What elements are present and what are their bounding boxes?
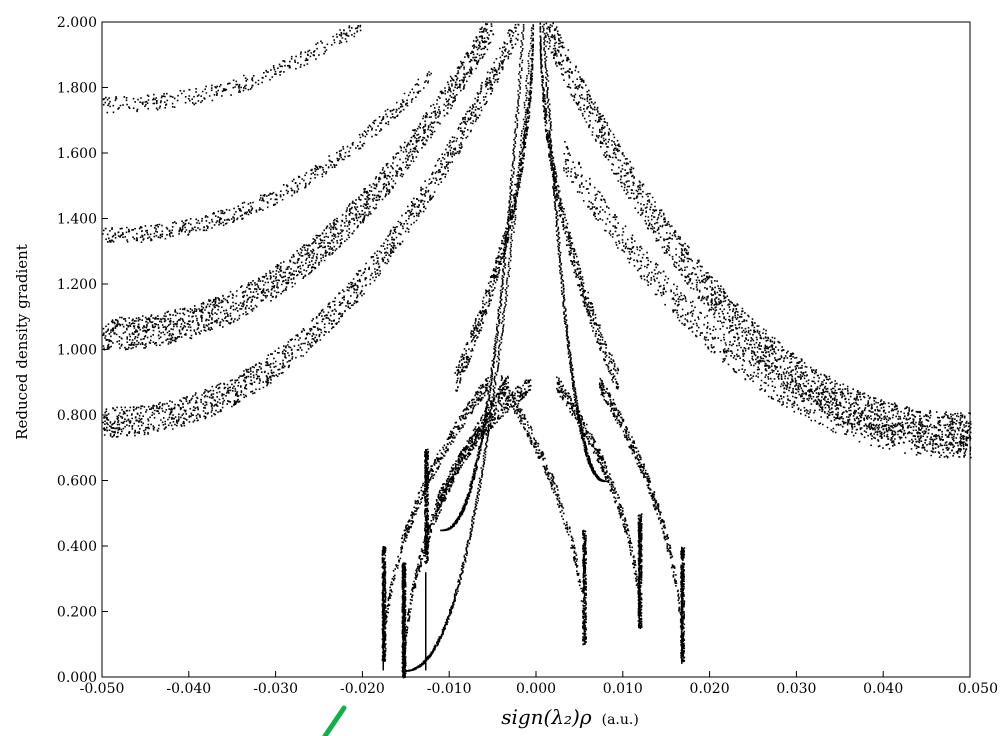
x-axis-label-unit: (a.u.) [602,712,639,728]
y-tick-label: 0.400 [57,539,97,555]
x-tick-label: -0.030 [253,681,298,697]
y-tick-label: 2.000 [57,15,97,31]
x-axis: -0.050 -0.040 -0.030 -0.020 -0.010 0.000 0.010… [80,671,998,697]
plot-frame [101,21,971,678]
x-tick-label: 0.030 [776,681,816,697]
y-axis-label: Reduced density gradient [13,244,31,440]
x-tick-label: -0.050 [80,681,125,697]
x-tick-label: 0.050 [958,681,998,697]
y-tick-label: 0.800 [57,408,97,424]
annotation-arrow [322,705,347,736]
x-tick-label: -0.020 [340,681,385,697]
x-tick-label: 0.020 [690,681,730,697]
x-axis-label: sign(λ₂)ρ (a.u.) [501,705,639,729]
x-tick-label: 0.010 [603,681,643,697]
y-tick-label: 1.400 [57,212,97,228]
x-axis-label-math: sign(λ₂)ρ [501,705,592,729]
y-tick-label: 0.000 [57,670,97,686]
x-tick-label: -0.040 [166,681,211,697]
y-tick-label: 1.600 [57,146,97,162]
x-tick-label: 0.000 [516,681,556,697]
y-tick-label: 0.600 [57,474,97,490]
y-tick-label: 1.000 [57,343,97,359]
x-tick-label: 0.040 [863,681,903,697]
y-tick-label: 0.200 [57,605,97,621]
y-axis: 0.000 0.200 0.400 0.600 0.800 1.000 1.200 1.400… [57,15,108,686]
y-tick-label: 1.800 [57,81,97,97]
y-tick-label: 1.200 [57,277,97,293]
x-tick-label: -0.010 [427,681,472,697]
scatter-points [102,22,972,679]
data-points [102,22,972,679]
